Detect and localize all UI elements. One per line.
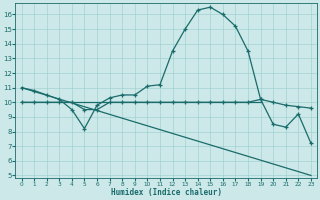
X-axis label: Humidex (Indice chaleur): Humidex (Indice chaleur)	[111, 188, 222, 197]
